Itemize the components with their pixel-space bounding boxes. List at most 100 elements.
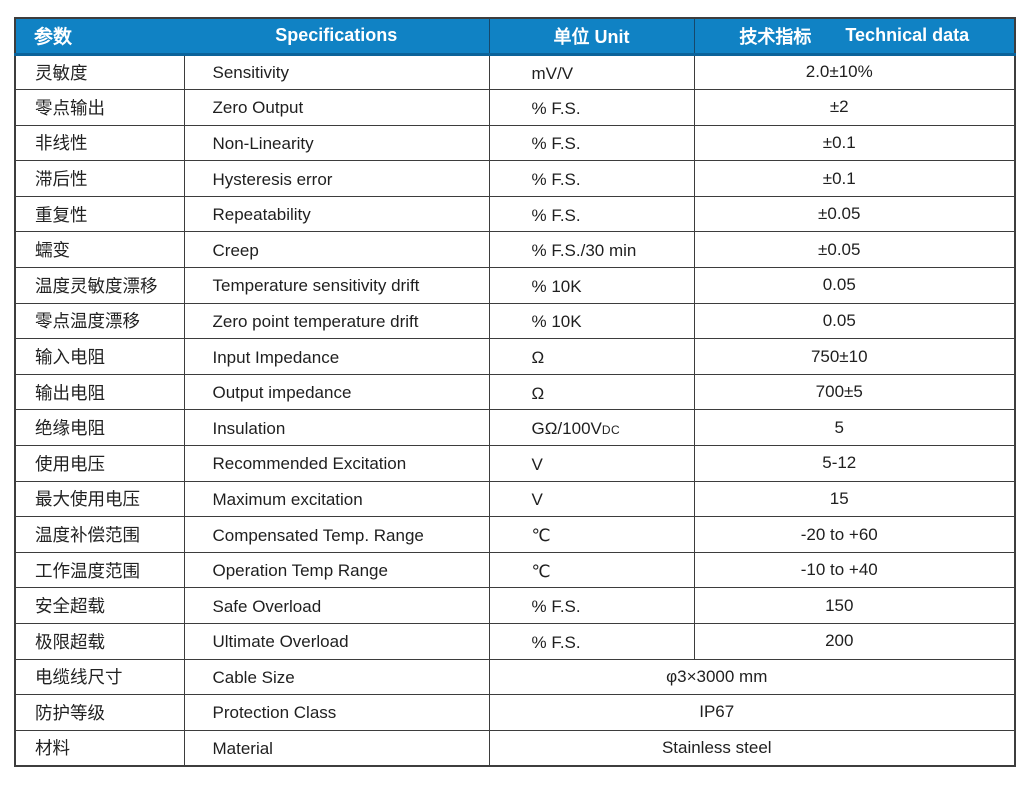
param-zh-cell: 极限超载 xyxy=(14,623,185,660)
param-zh-cell: 使用电压 xyxy=(14,445,185,482)
spec-en-cell: Repeatability xyxy=(183,195,490,233)
table-row: 最大使用电压 Maximum excitation V 15 xyxy=(14,480,1016,518)
unit-text: % 10K xyxy=(531,312,582,332)
spec-en-cell: Zero Output xyxy=(183,89,490,126)
table-row: 使用电压 Recommended Excitation V 5-12 xyxy=(14,445,1016,482)
table-row: 绝缘电阻 Insulation GΩ/100VDC 5 xyxy=(14,409,1016,447)
table-row: 灵敏度 Sensitivity mV/V 2.0±10% xyxy=(14,53,1016,91)
param-zh-cell: 零点温度漂移 xyxy=(14,302,185,340)
unit-cell: V xyxy=(488,480,695,518)
spec-en-cell: Operation Temp Range xyxy=(183,551,490,589)
value-cell: -20 to +60 xyxy=(693,516,1016,553)
spec-en-cell: Maximum excitation xyxy=(183,480,490,518)
param-zh-cell: 蠕变 xyxy=(14,231,185,269)
table-row: 重复性 Repeatability % F.S. ±0.05 xyxy=(14,195,1016,233)
spec-en-cell: Insulation xyxy=(183,409,490,447)
unit-cell: ℃ xyxy=(488,551,695,589)
value-cell: ±2 xyxy=(693,89,1016,126)
spec-en-cell: Zero point temperature drift xyxy=(183,302,490,340)
unit-text: ℃ xyxy=(531,561,551,581)
header-parameters: 参数 xyxy=(15,18,184,56)
unit-cell: % 10K xyxy=(488,267,695,304)
table-row: 输出电阻 Output impedance Ω 700±5 xyxy=(14,373,1016,411)
unit-cell: % F.S. xyxy=(488,195,695,233)
spec-en-cell: Output impedance xyxy=(183,373,490,411)
value-cell: 700±5 xyxy=(693,373,1016,411)
unit-text: % F.S. xyxy=(531,205,581,225)
unit-text: Ω xyxy=(531,348,545,368)
spec-en-cell: Ultimate Overload xyxy=(183,623,490,660)
value-cell: ±0.05 xyxy=(693,195,1016,233)
table-head: 参数 Specifications 单位 Unit 技术指标 Technical… xyxy=(15,18,1015,56)
unit-cell: % 10K xyxy=(488,302,695,340)
unit-text: % F.S. xyxy=(531,170,581,190)
merged-value-cell: IP67 xyxy=(488,694,1016,731)
table-row: 电缆线尺寸 Cable Size φ3×3000 mm xyxy=(14,658,1016,696)
param-zh-cell: 防护等级 xyxy=(14,694,185,731)
unit-cell: mV/V xyxy=(488,53,695,91)
param-zh-cell: 工作温度范围 xyxy=(14,551,185,589)
unit-text: % F.S. xyxy=(531,134,581,154)
value-cell: 5 xyxy=(693,409,1016,447)
value-cell: ±0.05 xyxy=(693,231,1016,269)
value-cell: 5-12 xyxy=(693,445,1016,482)
unit-text: % 10K xyxy=(531,276,582,296)
param-zh-cell: 最大使用电压 xyxy=(14,480,185,518)
unit-text: ℃ xyxy=(531,526,551,546)
unit-subscript-text: DC xyxy=(601,423,621,438)
table-row: 滞后性 Hysteresis error % F.S. ±0.1 xyxy=(14,160,1016,197)
unit-cell: % F.S./30 min xyxy=(488,231,695,269)
spec-sheet: 参数 Specifications 单位 Unit 技术指标 Technical… xyxy=(14,17,1016,767)
param-zh-cell: 输入电阻 xyxy=(14,338,185,375)
table-row: 蠕变 Creep % F.S./30 min ±0.05 xyxy=(14,231,1016,269)
param-zh-cell: 灵敏度 xyxy=(14,53,185,91)
value-cell: ±0.1 xyxy=(693,124,1016,162)
table-row: 温度灵敏度漂移 Temperature sensitivity drift % 10… xyxy=(14,267,1016,304)
spec-table: 参数 Specifications 单位 Unit 技术指标 Technical… xyxy=(14,17,1016,767)
spec-en-cell: Recommended Excitation xyxy=(183,445,490,482)
value-cell: 0.05 xyxy=(693,302,1016,340)
unit-cell: % F.S. xyxy=(488,124,695,162)
value-cell: ±0.1 xyxy=(693,160,1016,197)
unit-cell: % F.S. xyxy=(488,587,695,624)
table-row: 温度补偿范围 Compensated Temp. Range ℃ -20 to +60 xyxy=(14,516,1016,553)
value-cell: 150 xyxy=(693,587,1016,624)
param-zh-cell: 重复性 xyxy=(14,195,185,233)
param-zh-cell: 输出电阻 xyxy=(14,373,185,411)
table-row: 材料 Material Stainless steel xyxy=(14,729,1016,767)
param-zh-cell: 非线性 xyxy=(14,124,185,162)
table-row: 输入电阻 Input Impedance Ω 750±10 xyxy=(14,338,1016,375)
param-zh-cell: 温度灵敏度漂移 xyxy=(14,267,185,304)
table-header-row: 参数 Specifications 单位 Unit 技术指标 Technical… xyxy=(15,18,1015,56)
spec-en-cell: Hysteresis error xyxy=(183,160,490,197)
unit-cell: V xyxy=(488,445,695,482)
param-zh-cell: 材料 xyxy=(14,729,185,767)
unit-cell: % F.S. xyxy=(488,623,695,660)
header-technical-zh: 技术指标 xyxy=(739,26,812,47)
spec-en-cell: Cable Size xyxy=(183,658,490,696)
spec-en-cell: Non-Linearity xyxy=(183,124,490,162)
spec-en-cell: Creep xyxy=(183,231,490,269)
spec-en-cell: Safe Overload xyxy=(183,587,490,624)
unit-text: mV/V xyxy=(531,63,574,83)
header-technical-en: Technical data xyxy=(845,25,970,46)
table-row: 安全超载 Safe Overload % F.S. 150 xyxy=(14,587,1016,624)
header-technical-data: 技术指标 Technical data xyxy=(693,18,1015,56)
spec-en-cell: Input Impedance xyxy=(183,338,490,375)
unit-text: % F.S. xyxy=(531,98,581,118)
param-zh-cell: 安全超载 xyxy=(14,587,185,624)
merged-value-cell: φ3×3000 mm xyxy=(488,658,1016,696)
param-zh-cell: 绝缘电阻 xyxy=(14,409,185,447)
table-row: 防护等级 Protection Class IP67 xyxy=(14,694,1016,731)
header-specifications: Specifications xyxy=(184,18,489,56)
table-body: 灵敏度 Sensitivity mV/V 2.0±10% 零点输出 Zero Output… xyxy=(14,53,1016,767)
table-row: 零点温度漂移 Zero point temperature drift % 10K 0… xyxy=(14,302,1016,340)
value-cell: 2.0±10% xyxy=(693,53,1016,91)
unit-cell: Ω xyxy=(488,338,695,375)
unit-cell: ℃ xyxy=(488,516,695,553)
unit-text: % F.S. xyxy=(531,597,581,617)
value-cell: 15 xyxy=(693,480,1016,518)
spec-en-cell: Material xyxy=(183,729,490,767)
unit-text: % F.S. xyxy=(531,632,581,652)
table-row: 零点输出 Zero Output % F.S. ±2 xyxy=(14,89,1016,126)
